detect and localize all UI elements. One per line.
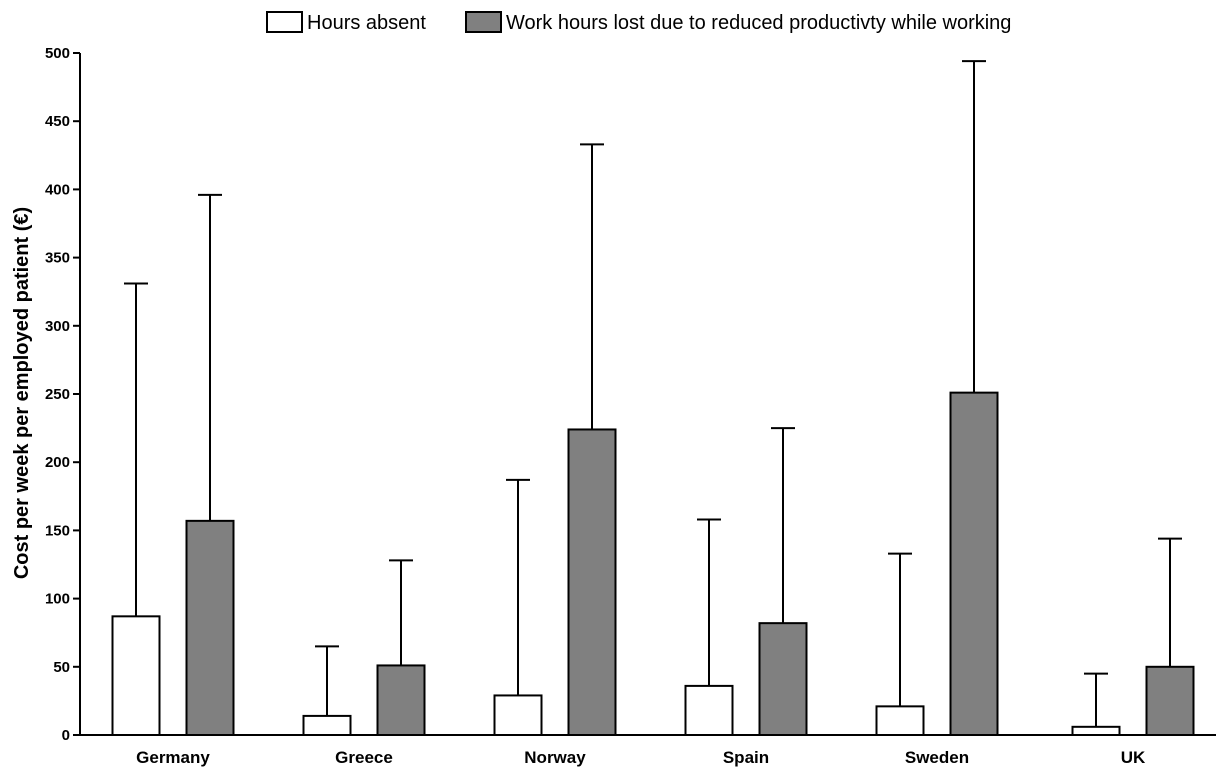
legend-swatch-hours-absent: [266, 11, 303, 33]
y-tick-label: 150: [45, 522, 70, 539]
x-category-label: Norway: [524, 748, 586, 767]
y-axis-label: Cost per week per employed patient (€): [11, 207, 33, 579]
bar-work-germany: [185, 519, 235, 736]
bar-work-norway: [567, 428, 617, 736]
bar-work-spain: [758, 622, 808, 736]
legend: Hours absent Work hours lost due to redu…: [266, 11, 1011, 34]
x-category-label: Spain: [723, 748, 769, 767]
bar-work-sweden: [949, 391, 999, 736]
y-tick-label: 0: [62, 727, 70, 744]
y-tick-label: 400: [45, 181, 70, 198]
legend-swatch-work-hours-lost: [465, 11, 502, 33]
bar-hours-spain: [684, 684, 734, 736]
bar-hours-germany: [111, 615, 161, 736]
bar-work-uk: [1145, 665, 1195, 736]
x-category-label: Sweden: [905, 748, 969, 767]
bar-hours-uk: [1071, 725, 1121, 736]
y-tick-label: 250: [45, 386, 70, 403]
y-tick-label: 200: [45, 454, 70, 471]
y-tick-label: 50: [53, 659, 70, 676]
y-tick-label: 100: [45, 591, 70, 608]
y-tick-label: 350: [45, 250, 70, 267]
bar-hours-sweden: [875, 705, 925, 737]
legend-label-hours-absent: Hours absent: [307, 12, 426, 34]
x-category-label: UK: [1121, 748, 1146, 767]
y-tick-label: 300: [45, 318, 70, 335]
y-tick-label: 450: [45, 113, 70, 130]
bar-hours-norway: [493, 694, 543, 736]
bar-work-greece: [376, 664, 426, 736]
legend-label-work-hours-lost: Work hours lost due to reduced productiv…: [506, 12, 1011, 34]
x-category-label: Germany: [136, 748, 210, 767]
y-tick-label: 500: [45, 45, 70, 62]
bar-hours-greece: [302, 714, 352, 736]
x-category-label: Greece: [335, 748, 393, 767]
